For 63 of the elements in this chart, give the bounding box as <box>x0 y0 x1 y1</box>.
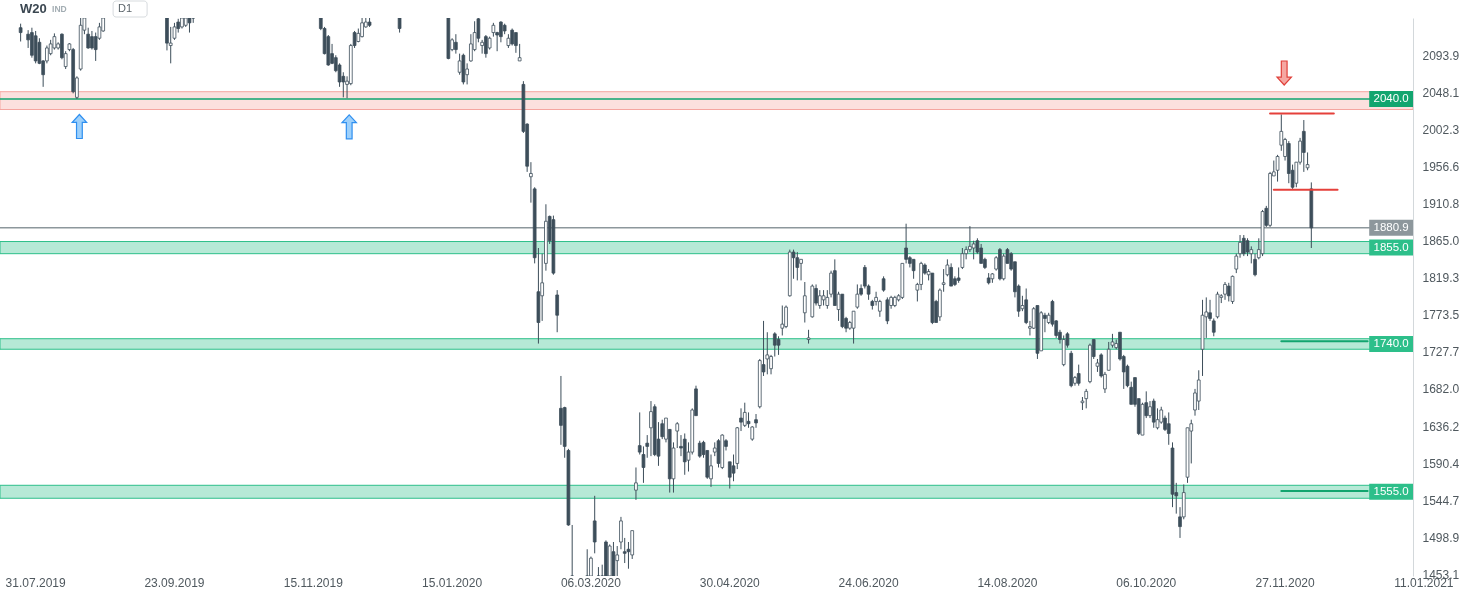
candlestick <box>555 289 559 333</box>
x-tick-label: 27.11.2020 <box>1255 575 1315 590</box>
candlestick <box>484 34 488 59</box>
y-tick-label: 1910.8 <box>1422 197 1460 212</box>
x-tick-label: 14.08.2020 <box>977 575 1038 590</box>
y-tick-label: 1865.0 <box>1422 234 1460 249</box>
x-tick-label: 24.06.2020 <box>838 575 899 590</box>
candlestick <box>596 566 601 576</box>
candlestick <box>615 545 620 576</box>
y-tick-label: 1590.4 <box>1422 456 1460 471</box>
y-tick-label: 2002.3 <box>1422 123 1460 138</box>
band-label: 1855.0 <box>1373 240 1409 253</box>
x-tick-label: 31.07.2019 <box>5 575 66 590</box>
candlestick <box>480 39 484 55</box>
candlestick <box>191 18 196 24</box>
y-tick-label: 1819.3 <box>1422 271 1460 286</box>
x-tick-label: 06.03.2020 <box>560 575 622 590</box>
candlestick <box>911 258 916 280</box>
candlestick <box>682 432 687 476</box>
candlestick <box>904 223 908 264</box>
candlestick <box>585 548 589 576</box>
y-tick-label: 1682.0 <box>1422 382 1460 397</box>
chart-subtitle: IND <box>52 4 67 14</box>
candlestick <box>90 30 94 51</box>
candlestick <box>709 454 713 488</box>
chart-title: W20 <box>20 1 47 16</box>
candlestick <box>634 466 638 501</box>
candlestick <box>454 33 458 55</box>
candlestick <box>1001 253 1006 281</box>
ref-line-label: 1880.9 <box>1373 220 1409 233</box>
x-tick-label: 06.10.2020 <box>1116 575 1177 590</box>
band-label: 1555.0 <box>1373 484 1409 497</box>
text: D1 <box>118 2 133 14</box>
candlestick <box>803 281 807 324</box>
candlestick <box>949 262 953 287</box>
x-tick-label: 15.01.2020 <box>422 575 483 590</box>
y-tick-label: 1956.6 <box>1422 160 1460 175</box>
candlestick <box>570 524 574 576</box>
candlestick <box>649 400 653 457</box>
candlestick <box>592 495 597 554</box>
ref-line-label: 2040.0 <box>1373 91 1409 104</box>
y-tick-label: 1498.9 <box>1422 530 1460 545</box>
x-tick-label: 23.09.2019 <box>144 575 205 590</box>
candlestick <box>799 258 803 281</box>
x-tick-label: 15.11.2019 <box>283 575 344 590</box>
candlestick <box>30 27 34 59</box>
y-tick-label: 1544.7 <box>1422 493 1460 508</box>
candlestick <box>559 375 563 446</box>
y-tick-label: 2048.1 <box>1422 85 1460 100</box>
candlestick <box>1302 119 1306 173</box>
candlestick <box>1106 341 1111 371</box>
candlestick <box>776 335 781 356</box>
y-tick-label: 1636.2 <box>1422 419 1460 434</box>
candlestick <box>86 27 90 50</box>
candlestick <box>1084 388 1089 409</box>
y-tick-label: 2093.9 <box>1422 48 1460 63</box>
candlestick <box>855 283 860 310</box>
x-tick-label: 30.04.2020 <box>699 575 761 590</box>
candlestick <box>514 32 518 54</box>
y-tick-label: 1727.7 <box>1422 345 1460 360</box>
y-tick-label: 1773.5 <box>1422 308 1460 323</box>
candlestick <box>795 251 800 281</box>
band-label: 1740.0 <box>1373 336 1409 349</box>
